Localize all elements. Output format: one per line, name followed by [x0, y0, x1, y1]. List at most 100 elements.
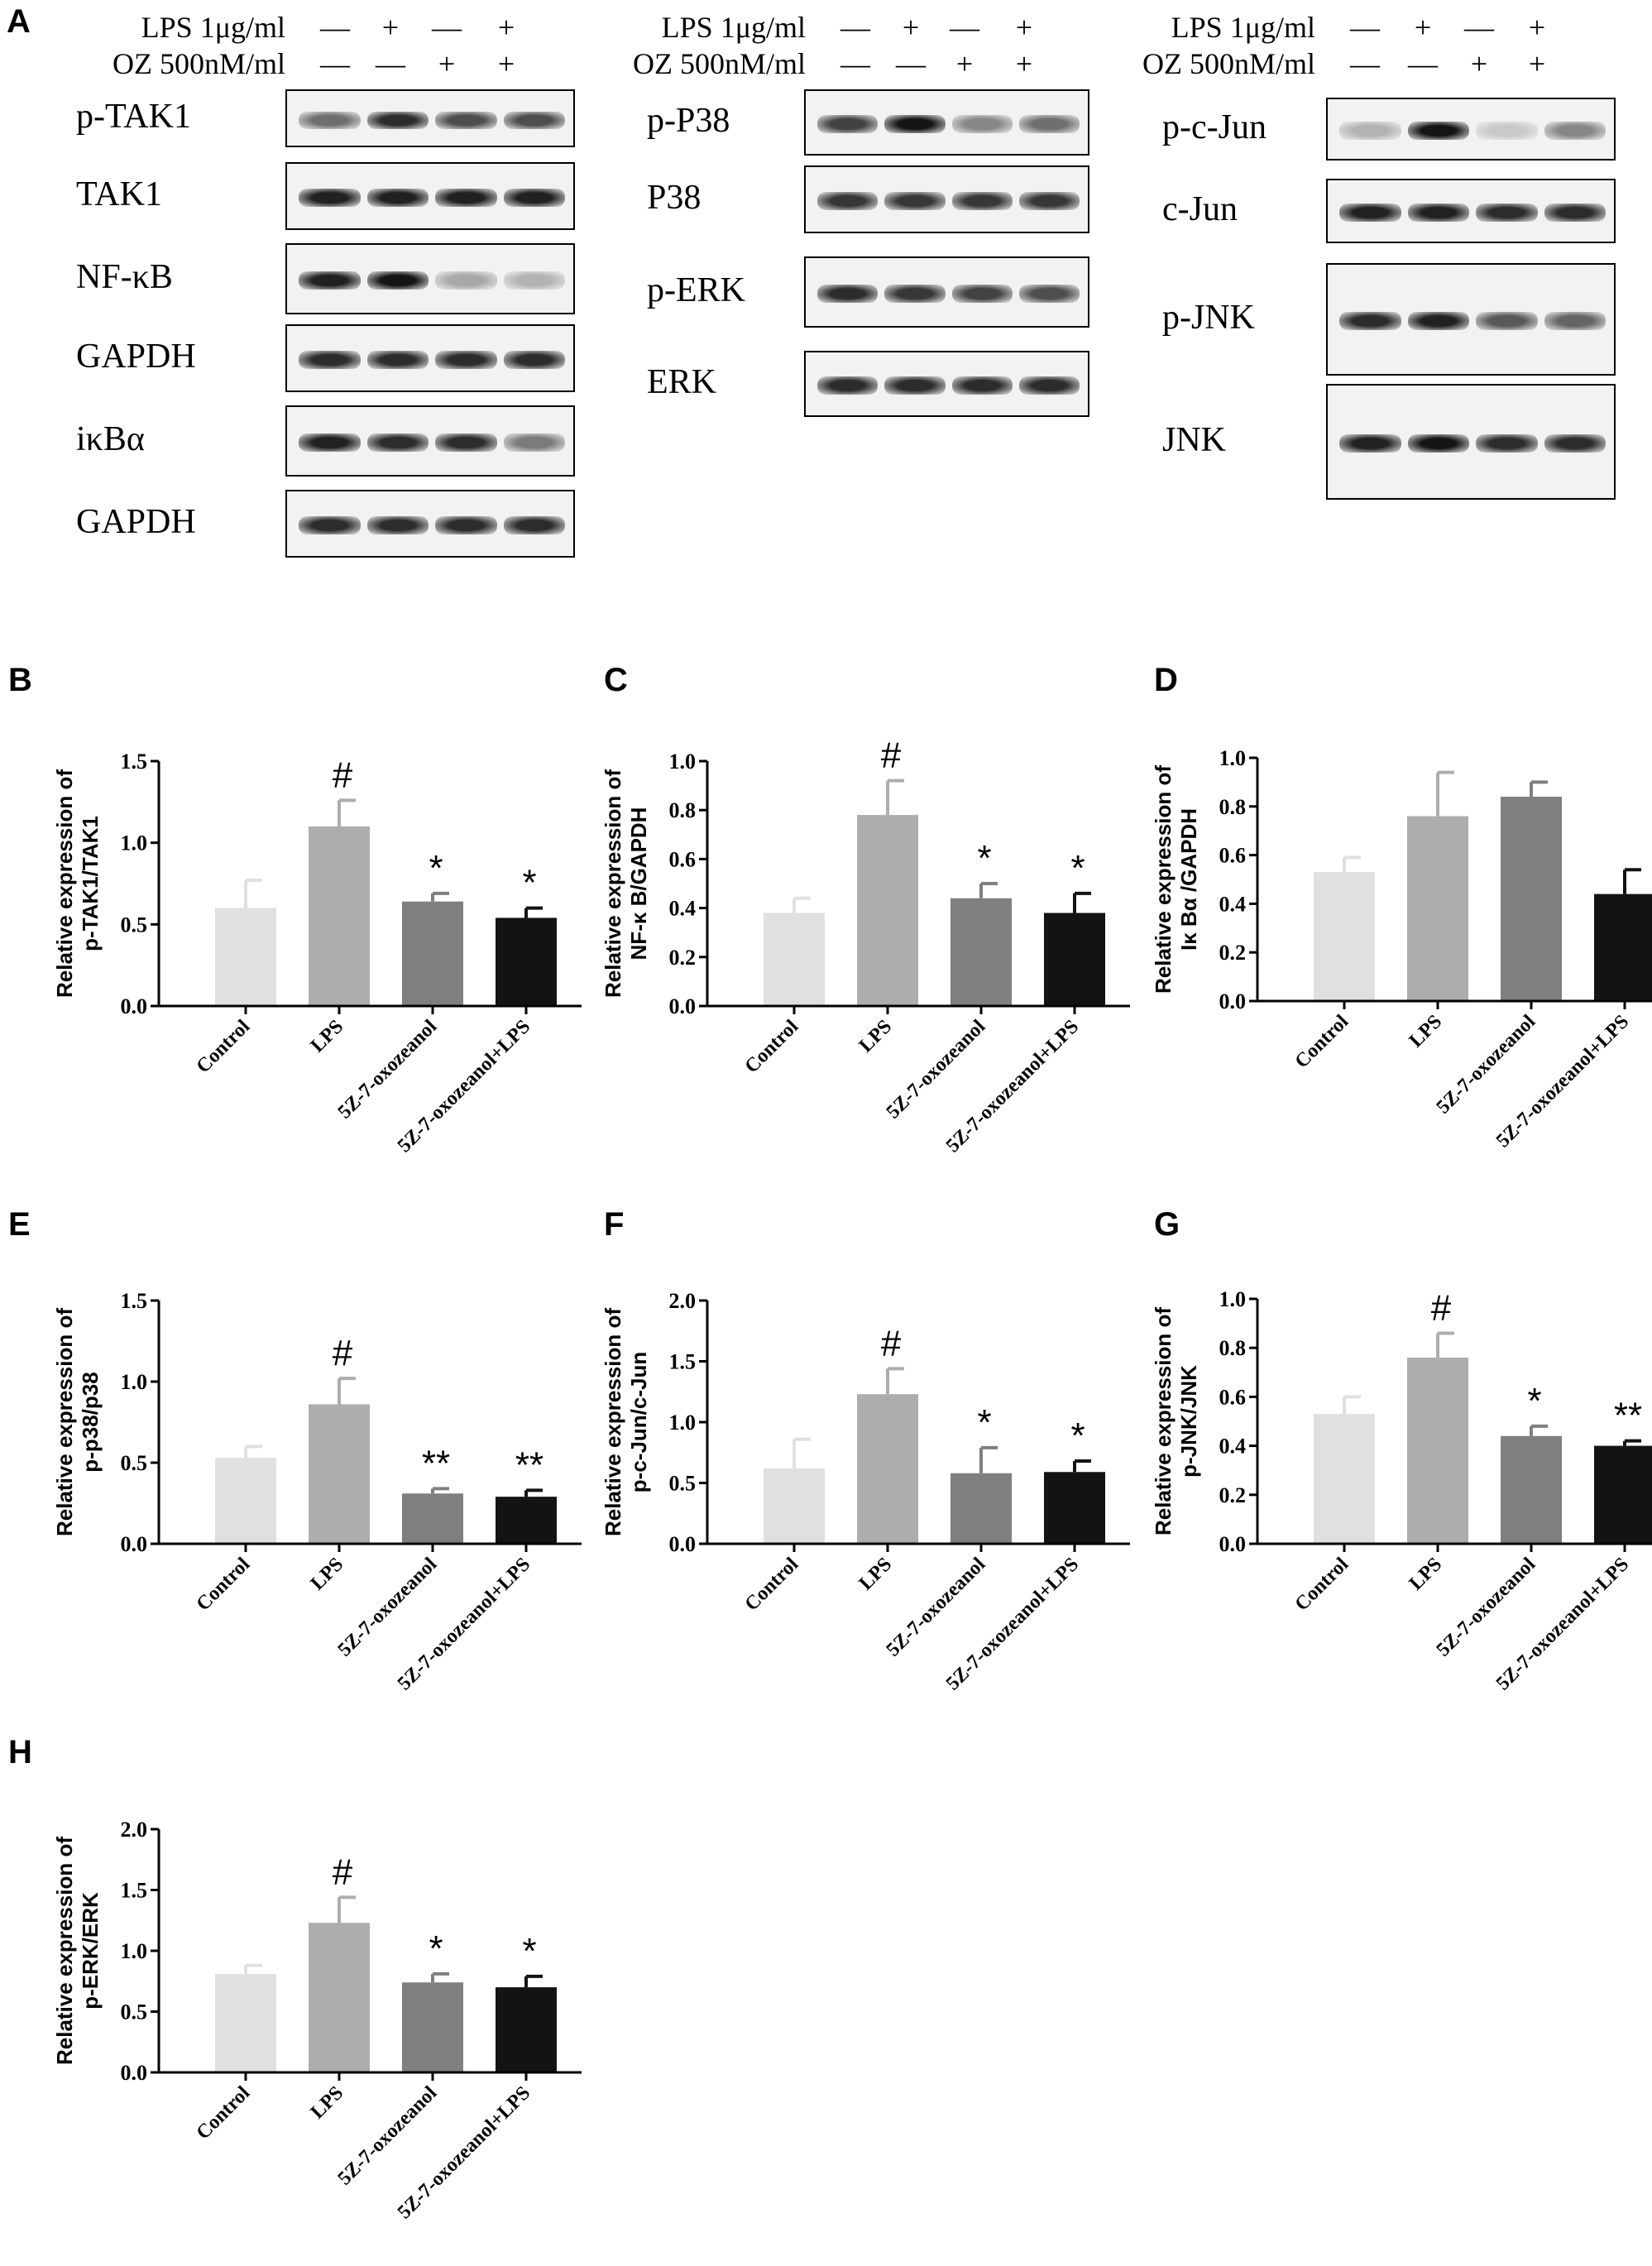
x-tick-label: Control: [741, 1016, 803, 1078]
y-tick-label: 0.4: [669, 897, 697, 921]
treatment-sign: —: [1350, 11, 1380, 44]
y-tick-label: 0.5: [669, 1472, 697, 1496]
y-tick-label: 1.0: [1219, 1287, 1247, 1311]
x-tick-label: LPS: [1405, 1554, 1447, 1595]
blot-band: [817, 192, 879, 210]
x-tick-label: 5Z-7-oxozeanol: [1433, 1011, 1540, 1119]
blot-image: [285, 324, 575, 392]
bar: [1407, 816, 1468, 1000]
y-axis-label: p-ERK/ERK: [78, 1892, 103, 2010]
blot-image: [804, 351, 1089, 417]
blot-image: [804, 165, 1089, 233]
blot-band: [299, 111, 361, 129]
y-tick-label: 0.0: [669, 1532, 697, 1556]
blot-label: P38: [647, 179, 702, 217]
blot-band: [435, 516, 497, 534]
bar: [1407, 1358, 1468, 1543]
significance-mark: #: [333, 1333, 353, 1373]
bar: [857, 1394, 918, 1543]
blot-band: [299, 351, 361, 369]
y-axis-label: Relative expression of: [601, 769, 625, 998]
blot-band: [884, 192, 946, 210]
blot-band: [1476, 312, 1538, 330]
bar: [215, 1973, 276, 2072]
treatment-sign: +: [1528, 11, 1546, 44]
significance-mark: #: [881, 1323, 902, 1363]
panel-letter-a: A: [7, 3, 31, 40]
x-tick-label: 5Z-7-oxozeanol: [883, 1016, 990, 1123]
panel-letter: G: [1154, 1206, 1180, 1243]
blot-band: [817, 376, 879, 395]
blot-label: ERK: [647, 363, 716, 401]
treatment-sign: +: [497, 47, 515, 80]
treatment-label: LPS 1μg/ml: [141, 11, 285, 44]
y-tick-label: 0.8: [1219, 1336, 1247, 1360]
y-tick-label: 0.8: [1219, 795, 1247, 819]
blot-image: [285, 89, 575, 147]
blot-band: [435, 271, 497, 290]
blot-band: [1544, 122, 1606, 140]
y-axis-label: Relative expression of: [52, 1308, 77, 1536]
panel-letter: D: [1154, 662, 1178, 698]
x-tick-label: LPS: [307, 1016, 348, 1057]
y-tick-label: 0.5: [121, 2000, 148, 2024]
treatment-sign: +: [902, 11, 920, 44]
bar: [950, 898, 1012, 1005]
treatment-sign: +: [955, 47, 974, 80]
significance-mark: *: [977, 1402, 991, 1443]
blot-band: [1018, 285, 1080, 303]
significance-mark: *: [977, 838, 991, 879]
blot-band: [299, 516, 361, 534]
blot-image: [1326, 263, 1616, 376]
y-tick-label: 1.5: [669, 1350, 697, 1374]
treatment-sign: —: [1408, 47, 1438, 80]
blot-band: [503, 189, 565, 207]
y-axis-label: p-p38/p38: [78, 1372, 103, 1472]
y-tick-label: 0.6: [1219, 844, 1247, 868]
bar: [309, 1923, 370, 2072]
significance-mark: #: [333, 755, 353, 795]
y-axis-label: Relative expression of: [601, 1308, 625, 1536]
significance-mark: *: [429, 848, 443, 889]
significance-mark: *: [1527, 1381, 1541, 1421]
x-tick-label: 5Z-7-oxozeanol: [334, 1016, 442, 1123]
blot-band: [1407, 204, 1469, 222]
y-axis-label: Iκ Bα /GAPDH: [1176, 808, 1201, 951]
treatment-label: OZ 500nM/ml: [112, 47, 285, 80]
x-tick-label: LPS: [307, 1554, 348, 1595]
significance-mark: **: [422, 1443, 450, 1483]
x-tick-label: 5Z-7-oxozeanol+LPS: [394, 1554, 534, 1694]
significance-mark: #: [1431, 1287, 1452, 1328]
blot-label: p-P38: [647, 102, 730, 140]
y-tick-label: 1.0: [121, 1939, 148, 1963]
x-tick-label: 5Z-7-oxozeanol+LPS: [394, 1016, 534, 1157]
blot-band: [366, 271, 429, 290]
blot-image: [804, 89, 1089, 156]
treatment-sign: +: [497, 11, 515, 44]
blot-band: [884, 376, 946, 395]
y-tick-label: 0.4: [1219, 892, 1247, 916]
treatment-sign: +: [1015, 11, 1033, 44]
y-tick-label: 1.5: [121, 1879, 148, 1903]
y-axis-label: Relative expression of: [52, 769, 77, 998]
blot-band: [435, 351, 497, 369]
treatment-sign: —: [320, 11, 350, 44]
panel-letter: F: [604, 1206, 625, 1243]
y-tick-label: 1.5: [121, 1289, 148, 1313]
blot-band: [1544, 312, 1606, 330]
blot-image: [285, 243, 575, 314]
blot-image: [804, 256, 1089, 328]
blot-band: [1407, 312, 1469, 330]
blot-band: [503, 111, 565, 129]
blot-band: [366, 516, 429, 534]
blot-image: [285, 490, 575, 558]
y-axis-label: NF-κ B/GAPDH: [626, 807, 651, 961]
blot-band: [951, 285, 1013, 303]
blot-band: [299, 271, 361, 290]
blot-band: [1018, 376, 1080, 395]
treatment-sign: —: [1350, 47, 1380, 80]
blot-band: [1544, 434, 1606, 453]
y-tick-label: 1.0: [669, 1411, 697, 1435]
blot-band: [435, 189, 497, 207]
blot-band: [884, 115, 946, 133]
